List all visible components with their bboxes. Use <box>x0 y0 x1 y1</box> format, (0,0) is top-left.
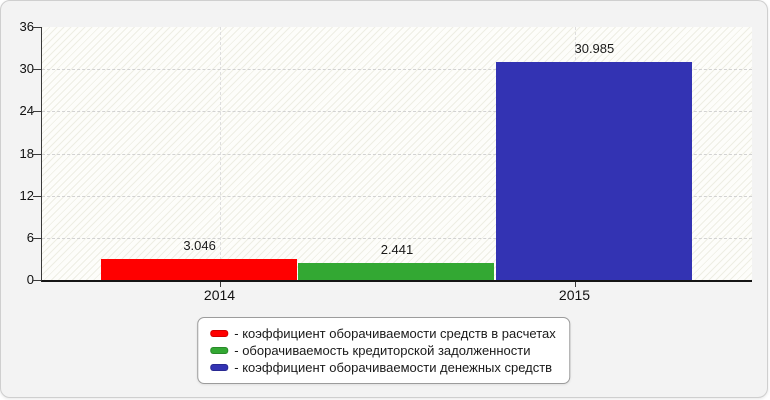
y-axis-tick-mark <box>33 154 41 155</box>
horizontal-gridline <box>42 237 752 239</box>
horizontal-gridline <box>42 69 752 71</box>
bar-value-label: 2.441 <box>380 241 414 257</box>
horizontal-gridline <box>42 111 752 113</box>
vertical-gridline <box>219 27 221 280</box>
y-axis-tick-label: 18 <box>19 145 34 161</box>
legend-swatch-blue <box>210 364 229 371</box>
horizontal-gridline <box>42 195 752 197</box>
bar-receivables-turnover <box>100 258 297 280</box>
bar-value-label: 30.985 <box>574 41 615 57</box>
y-axis-tick-label: 6 <box>26 229 34 245</box>
y-axis-tick-mark <box>33 69 41 70</box>
legend-item-payables-turnover: - оборачиваемость кредиторской задолженн… <box>210 342 555 359</box>
legend: - коэффициент оборачиваемости средств в … <box>197 317 571 384</box>
legend-label: - коэффициент оборачиваемости денежных с… <box>234 360 553 375</box>
bar-payables-turnover <box>298 262 495 280</box>
bar-cash-turnover <box>495 62 692 280</box>
legend-swatch-green <box>210 347 229 354</box>
y-axis-tick-label: 12 <box>19 187 34 203</box>
y-axis-tick-label: 0 <box>26 272 34 287</box>
y-axis-tick-mark <box>33 196 41 197</box>
y-axis-tick-label: 36 <box>19 19 34 34</box>
y-axis-tick-mark <box>33 27 41 28</box>
y-axis-tick-mark <box>33 238 41 239</box>
y-axis-tick-mark <box>33 111 41 112</box>
y-axis-tick-label: 30 <box>19 61 34 77</box>
x-axis-category-label: 2015 <box>558 287 591 303</box>
x-axis-tick-mark <box>574 282 576 287</box>
legend-item-cash-turnover: - коэффициент оборачиваемости денежных с… <box>210 359 555 376</box>
y-axis-tick-mark <box>33 280 41 281</box>
horizontal-gridline <box>42 153 752 155</box>
legend-item-receivables-turnover: - коэффициент оборачиваемости средств в … <box>210 325 556 342</box>
legend-swatch-red <box>210 330 229 337</box>
bar-value-label: 3.046 <box>183 237 216 253</box>
legend-label: - оборачиваемость кредиторской задолженн… <box>234 343 531 358</box>
x-axis-category-label: 2014 <box>203 287 236 303</box>
y-axis-tick-label: 24 <box>19 103 34 119</box>
legend-label: - коэффициент оборачиваемости средств в … <box>234 326 556 341</box>
x-axis-tick-mark <box>219 282 221 287</box>
plot-area: 3.046 2.441 30.985 <box>41 27 752 282</box>
